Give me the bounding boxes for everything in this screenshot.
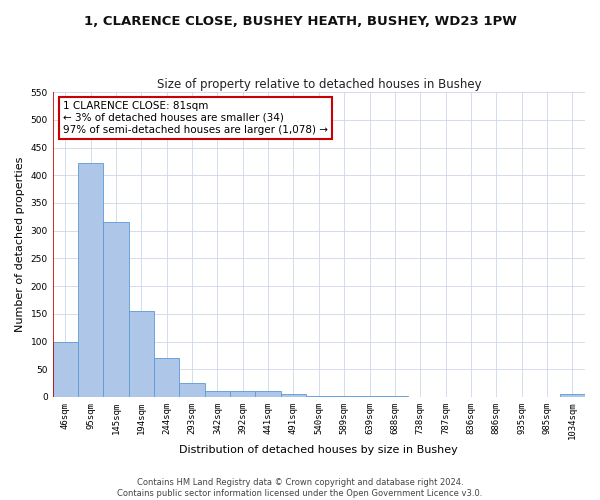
Bar <box>53 342 78 397</box>
Bar <box>154 358 179 397</box>
Bar <box>230 391 256 397</box>
Bar <box>357 396 382 397</box>
Text: 1 CLARENCE CLOSE: 81sqm
← 3% of detached houses are smaller (34)
97% of semi-det: 1 CLARENCE CLOSE: 81sqm ← 3% of detached… <box>64 102 328 134</box>
Text: Contains HM Land Registry data © Crown copyright and database right 2024.
Contai: Contains HM Land Registry data © Crown c… <box>118 478 482 498</box>
Bar <box>281 394 306 397</box>
Bar <box>382 396 407 397</box>
Bar <box>179 383 205 397</box>
Bar <box>129 310 154 397</box>
Y-axis label: Number of detached properties: Number of detached properties <box>15 157 25 332</box>
Text: 1, CLARENCE CLOSE, BUSHEY HEATH, BUSHEY, WD23 1PW: 1, CLARENCE CLOSE, BUSHEY HEATH, BUSHEY,… <box>83 15 517 28</box>
Bar <box>332 396 357 397</box>
Bar <box>78 163 103 397</box>
X-axis label: Distribution of detached houses by size in Bushey: Distribution of detached houses by size … <box>179 445 458 455</box>
Bar <box>256 392 281 397</box>
Bar <box>103 222 129 397</box>
Title: Size of property relative to detached houses in Bushey: Size of property relative to detached ho… <box>157 78 481 91</box>
Bar <box>306 396 332 397</box>
Bar <box>560 394 585 397</box>
Bar <box>205 391 230 397</box>
